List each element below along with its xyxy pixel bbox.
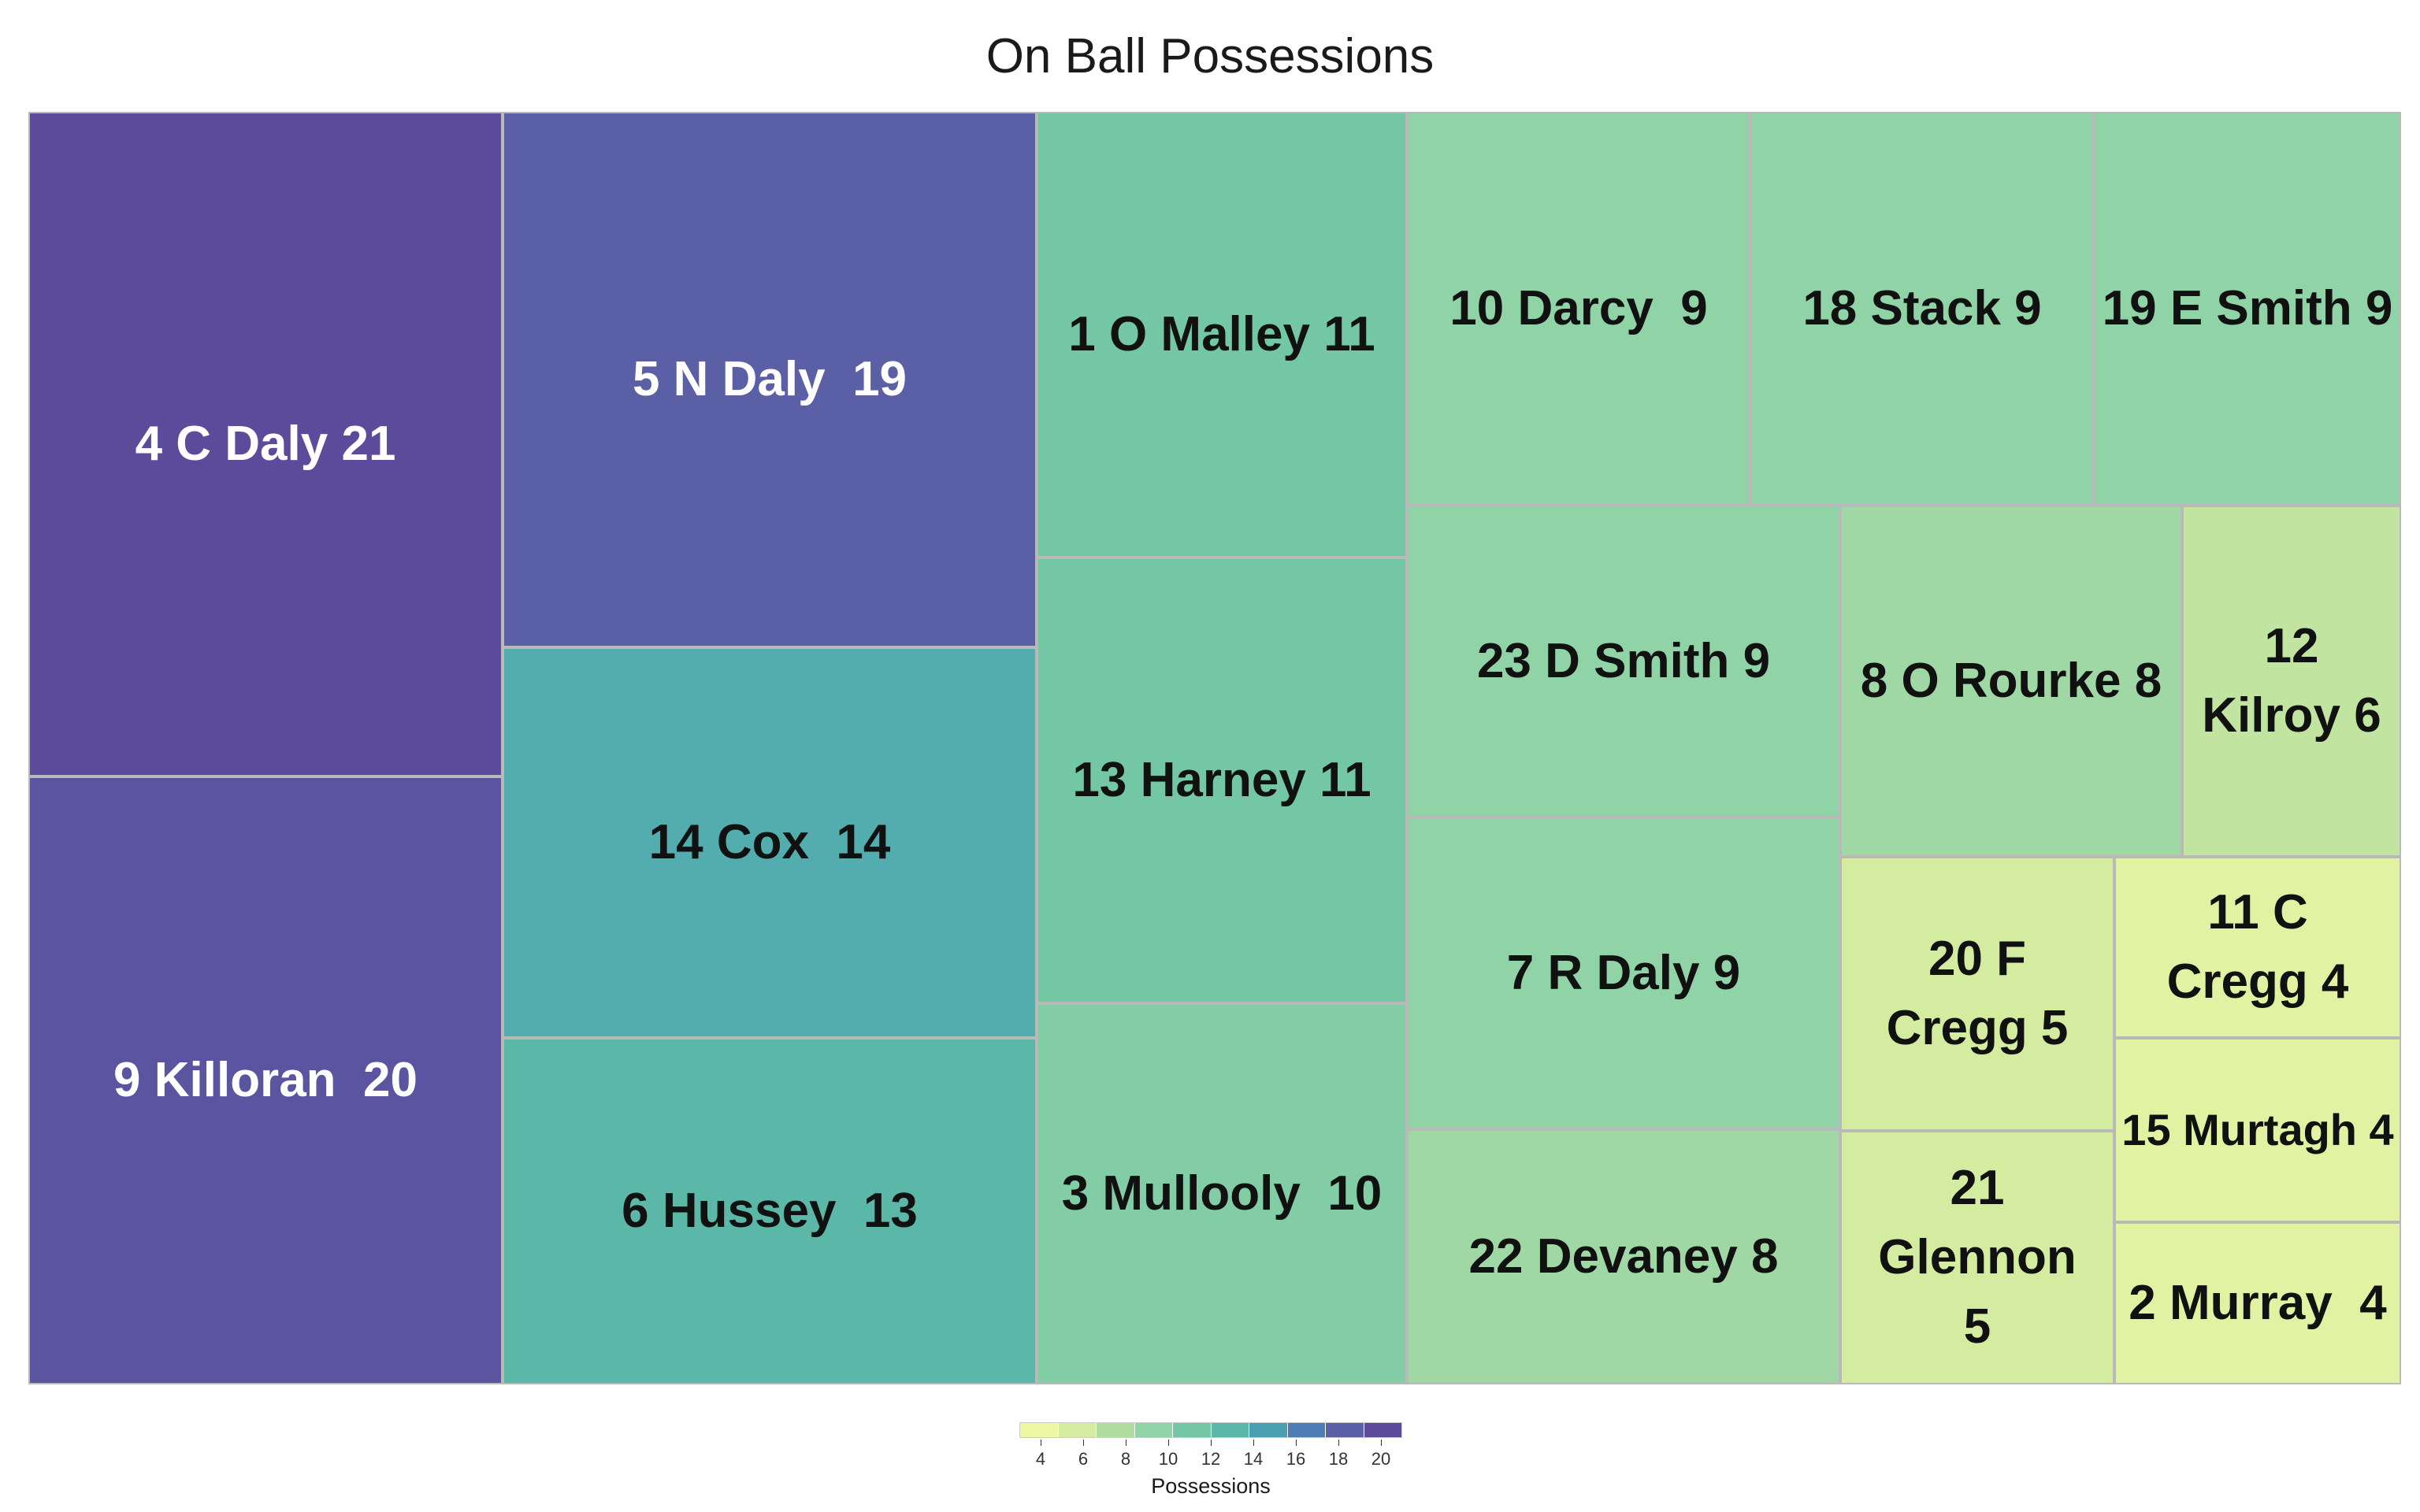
legend-tick [1083, 1440, 1084, 1446]
treemap-tile: 14 Cox 14 [503, 647, 1037, 1038]
treemap-tile: 9 Killoran 20 [28, 776, 503, 1384]
tile-label: 22 Devaney 8 [1468, 1228, 1779, 1284]
tile-label: 23 D Smith 9 [1476, 633, 1771, 688]
legend-tick [1168, 1440, 1169, 1446]
legend-swatch [1134, 1423, 1173, 1437]
legend-tick [1211, 1440, 1212, 1446]
legend-colorbar [1019, 1422, 1402, 1438]
tile-label: 6 Hussey 13 [622, 1183, 918, 1238]
legend-tick-label: 8 [1120, 1449, 1131, 1469]
treemap-tile: 18 Stack 9 [1750, 112, 2094, 506]
treemap-tile: 12 Kilroy 6 [2182, 506, 2401, 857]
treemap-tile: 15 Murtagh 4 [2114, 1038, 2401, 1222]
treemap-tile: 7 R Daly 9 [1407, 817, 1840, 1129]
legend-title: Possessions [1151, 1474, 1271, 1498]
tile-label: 15 Murtagh 4 [2121, 1105, 2394, 1155]
legend-tick [1338, 1440, 1339, 1446]
legend-tick-label: 14 [1243, 1449, 1264, 1469]
treemap-tile: 19 E Smith 9 [2094, 112, 2401, 506]
legend-tick-label: 12 [1201, 1449, 1221, 1469]
legend-swatch [1249, 1423, 1288, 1437]
treemap-tile: 2 Murray 4 [2114, 1222, 2401, 1384]
treemap-tile: 4 C Daly 21 [28, 112, 503, 776]
legend-tick-label: 18 [1328, 1449, 1349, 1469]
tile-label: 10 Darcy 9 [1449, 280, 1708, 335]
legend-tick-label: 6 [1078, 1449, 1089, 1469]
treemap-tile: 8 O Rourke 8 [1840, 506, 2182, 857]
legend-tick-label: 16 [1286, 1449, 1306, 1469]
legend-swatch [1097, 1423, 1135, 1437]
chart-title: On Ball Possessions [985, 29, 1435, 83]
legend-tick [1381, 1440, 1382, 1446]
legend-tick-label: 20 [1371, 1449, 1391, 1469]
tile-label: 20 F Cregg 5 [1886, 931, 2069, 1055]
tile-label: 9 Killoran 20 [113, 1052, 418, 1107]
tile-label: 11 C Cregg 4 [2166, 884, 2349, 1009]
treemap-tile: 21 Glennon 5 [1840, 1131, 2114, 1384]
legend-swatch [1287, 1423, 1326, 1437]
tile-label: 1 O Malley 11 [1068, 306, 1375, 361]
legend-tick-label: 10 [1158, 1449, 1178, 1469]
legend-swatch [1020, 1423, 1059, 1437]
legend-swatch [1173, 1423, 1212, 1437]
legend-swatch [1058, 1423, 1097, 1437]
tile-label: 5 N Daly 19 [632, 351, 908, 406]
tile-label: 21 Glennon 5 [1878, 1160, 2077, 1354]
treemap-tile: 13 Harney 11 [1037, 558, 1407, 1003]
tile-label: 7 R Daly 9 [1506, 945, 1741, 1000]
tile-label: 3 Mullooly 10 [1061, 1166, 1383, 1221]
tile-label: 14 Cox 14 [648, 814, 891, 869]
treemap-tile: 5 N Daly 19 [503, 112, 1037, 647]
treemap-tile: 11 C Cregg 4 [2114, 857, 2401, 1038]
legend-swatch [1211, 1423, 1249, 1437]
tile-label: 12 Kilroy 6 [2202, 618, 2381, 743]
legend-swatch [1364, 1423, 1401, 1437]
treemap-tile: 3 Mullooly 10 [1037, 1003, 1407, 1384]
legend-tick [1296, 1440, 1297, 1446]
legend-tick-label: 4 [1035, 1449, 1046, 1469]
tile-label: 2 Murray 4 [2129, 1275, 2387, 1330]
treemap-tile: 23 D Smith 9 [1407, 506, 1840, 817]
treemap-tile: 6 Hussey 13 [503, 1038, 1037, 1384]
tile-label: 4 C Daly 21 [135, 416, 396, 471]
color-legend: Possessions 4 6 8 10 12 14 16 18 20 [1019, 1422, 1402, 1501]
treemap-tile: 1 O Malley 11 [1037, 112, 1407, 558]
legend-tick [1253, 1440, 1254, 1446]
tile-label: 19 E Smith 9 [2102, 280, 2393, 335]
treemap-tile: 20 F Cregg 5 [1840, 857, 2114, 1131]
tile-label: 13 Harney 11 [1072, 752, 1371, 807]
treemap-tile: 22 Devaney 8 [1407, 1129, 1840, 1384]
treemap: 4 C Daly 21 9 Killoran 20 5 N Daly 19 14 Co… [28, 112, 2401, 1384]
treemap-tile: 10 Darcy 9 [1407, 112, 1750, 506]
legend-swatch [1326, 1423, 1364, 1437]
tile-label: 18 Stack 9 [1802, 280, 2042, 335]
tile-label: 8 O Rourke 8 [1860, 653, 2162, 708]
